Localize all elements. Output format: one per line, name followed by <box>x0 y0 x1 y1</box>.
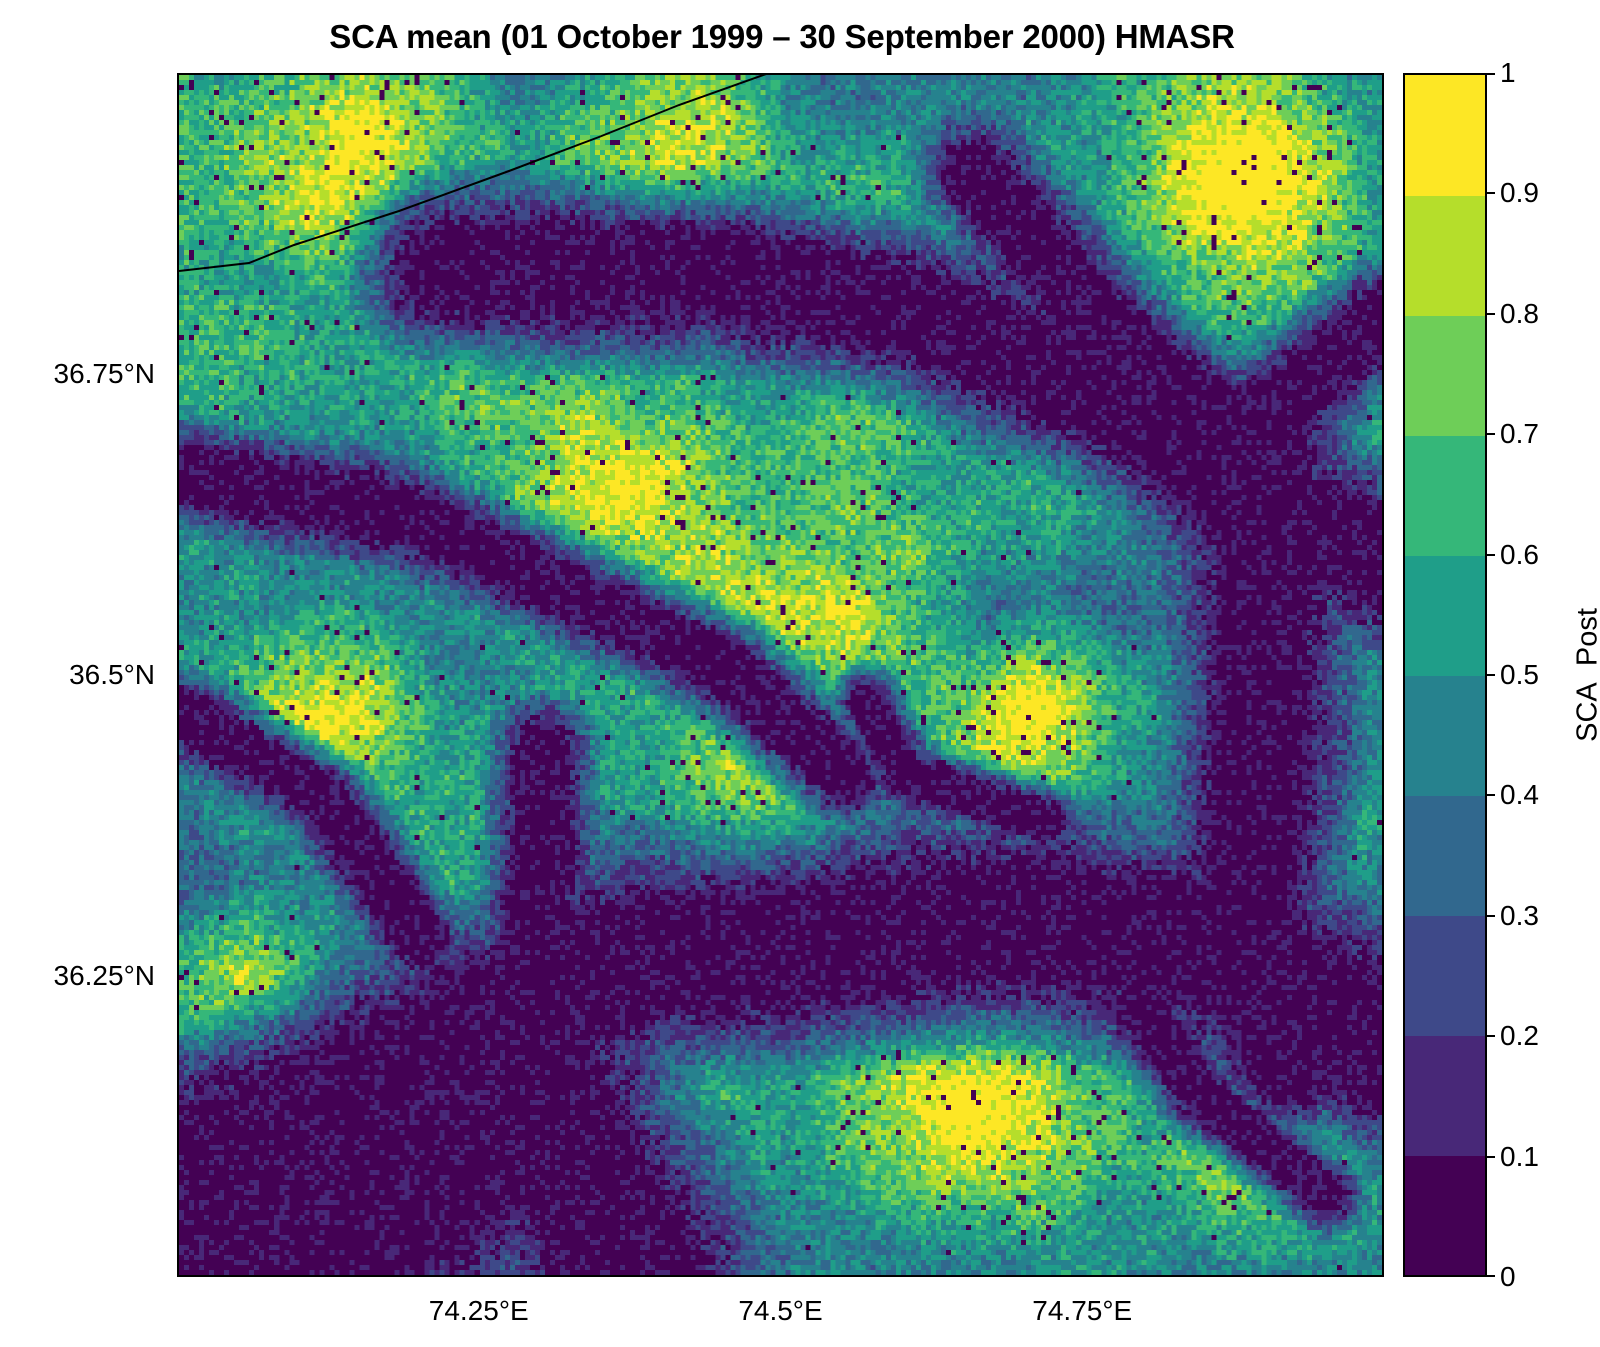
colorbar-tick-label: 0.8 <box>1500 297 1539 329</box>
colorbar-tick-label: 0.4 <box>1500 779 1539 811</box>
colorbar-tick-label: 1 <box>1500 57 1516 88</box>
colorbar-tick-label: 0.6 <box>1500 538 1539 570</box>
colorbar-tick <box>1487 192 1495 195</box>
sca-heatmap-raster <box>179 75 1382 1275</box>
colorbar-band <box>1405 195 1485 316</box>
colorbar-tick <box>1487 1035 1495 1038</box>
x-tick-label: 74.5°E <box>738 1295 823 1326</box>
border-line-overlay <box>179 75 767 272</box>
colorbar-tick <box>1487 1155 1495 1158</box>
colorbar-tick <box>1487 553 1495 556</box>
colorbar-tick <box>1487 1275 1495 1277</box>
border-line <box>179 75 767 272</box>
colorbar-band <box>1405 1035 1485 1156</box>
map-plot-area <box>177 73 1384 1277</box>
colorbar-label: SCA_Post <box>1571 608 1600 742</box>
colorbar-band <box>1405 75 1485 196</box>
x-tick-label: 74.75°E <box>1032 1295 1133 1326</box>
colorbar-tick <box>1487 674 1495 676</box>
colorbar-tick-label: 0.7 <box>1500 418 1539 450</box>
y-tick-label: 36.75°N <box>53 358 156 389</box>
colorbar-band <box>1405 1155 1485 1275</box>
colorbar-tick-label: 0.9 <box>1500 177 1539 209</box>
colorbar-tick-label: 0 <box>1500 1261 1516 1292</box>
colorbar-tick <box>1487 433 1495 436</box>
colorbar-tick <box>1487 794 1495 797</box>
chart-title: SCA mean (01 October 1999 – 30 September… <box>329 18 1235 55</box>
x-tick-label: 74.25°E <box>428 1295 529 1326</box>
colorbar-band <box>1405 675 1485 796</box>
colorbar-tick-label: 0.3 <box>1500 899 1539 931</box>
colorbar-tick-label: 0.1 <box>1500 1140 1539 1172</box>
colorbar-band <box>1405 555 1485 676</box>
colorbar-tick-label: 0.5 <box>1500 659 1539 690</box>
colorbar-band <box>1405 795 1485 916</box>
colorbar-tick <box>1487 914 1495 917</box>
colorbar-band <box>1405 435 1485 556</box>
colorbar-tick-label: 0.2 <box>1500 1020 1539 1052</box>
colorbar-band <box>1405 315 1485 436</box>
y-tick-label: 36.25°N <box>53 960 156 991</box>
colorbar-tick <box>1487 312 1495 315</box>
colorbar-tick <box>1487 73 1495 75</box>
colorbar-band <box>1405 915 1485 1036</box>
y-tick-label: 36.5°N <box>69 659 155 690</box>
colorbar <box>1403 73 1487 1277</box>
